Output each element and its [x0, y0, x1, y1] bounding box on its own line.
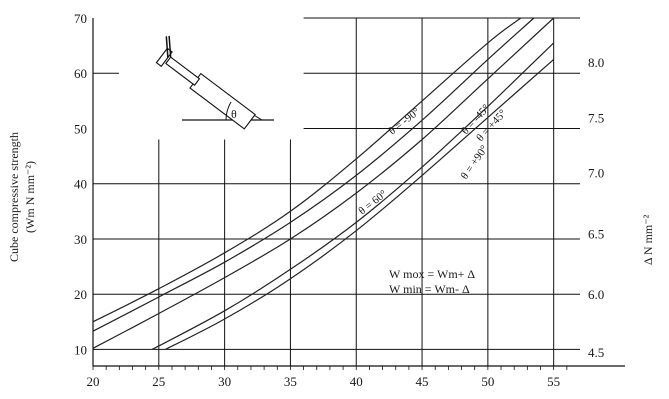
y-tick-label: 30 [74, 232, 87, 247]
formula-min: W min = Wm- Δ [389, 282, 470, 296]
y-tick-label: 10 [74, 342, 87, 357]
right-tick-label: 4.5 [588, 345, 604, 360]
inset-diagram: θ [155, 35, 274, 130]
y-tick-label: 40 [74, 177, 87, 192]
curve-label-minus90: θ = -90° [386, 106, 422, 138]
inset-angle-arc [225, 101, 232, 121]
curve-layer [92, 17, 555, 350]
x-tick-label: 30 [218, 374, 231, 389]
rebound-hammer-icon [155, 35, 256, 130]
x-tick-label: 55 [547, 374, 560, 389]
y-tick-label: 50 [74, 121, 87, 136]
curve-label-plus90: θ = +90° [459, 143, 491, 181]
formula-max: W mox = Wm+ Δ [389, 267, 475, 281]
series-line-4 [165, 58, 555, 350]
y-axis-label: Cube compressive strength [7, 132, 21, 262]
series-line-2 [92, 17, 555, 349]
right-tick-label: 6.0 [588, 287, 604, 302]
right-axis-label: Δ N mm⁻² [641, 214, 655, 265]
x-tick-label: 35 [284, 374, 297, 389]
x-tick-label: 20 [87, 374, 100, 389]
x-tick-label: 25 [152, 374, 165, 389]
x-tick-label: 45 [416, 374, 429, 389]
inset-angle-label: θ [231, 107, 237, 121]
right-tick-label: 8.0 [588, 55, 604, 70]
right-tick-label: 6.5 [588, 226, 604, 241]
series-line-1 [92, 17, 535, 332]
label-layer: θ = -90° θ = 60° θ = -45° θ = +45° θ = +… [7, 102, 655, 296]
series-line-3 [151, 42, 555, 350]
right-tick-label: 7.0 [588, 166, 604, 181]
curve-label-60: θ = 60° [356, 188, 389, 217]
x-tick-label: 50 [481, 374, 494, 389]
series-line-0 [92, 17, 522, 323]
grid-layer [92, 17, 625, 370]
y-axis-label-units: (Wm N mm⁻²) [23, 161, 37, 233]
y-tick-label: 20 [74, 287, 87, 302]
y-tick-label: 60 [74, 66, 87, 81]
y-tick-label: 70 [74, 11, 87, 26]
right-tick-label: 7.5 [588, 110, 604, 125]
tick-layer: 20 25 30 35 40 45 50 55 10 20 30 40 50 60 70 8.0 7.5 7.0 6… [74, 11, 604, 389]
x-tick-label: 40 [350, 374, 363, 389]
